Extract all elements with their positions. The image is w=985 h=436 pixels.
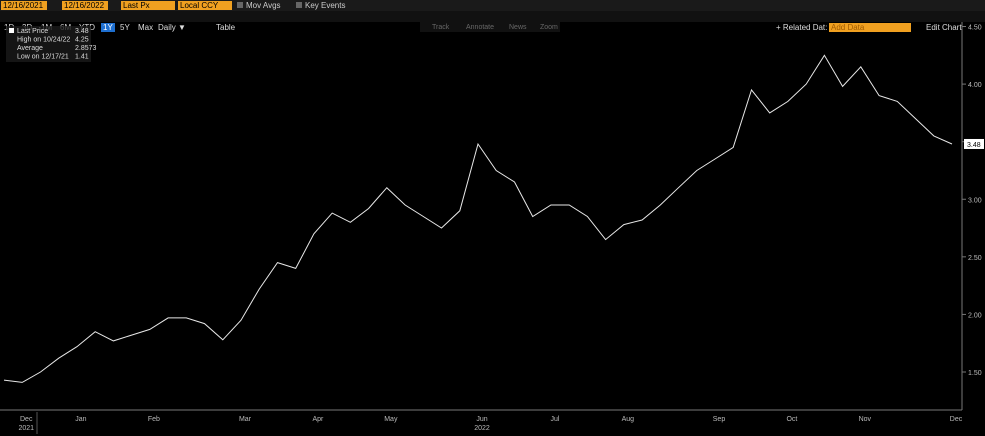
- legend-name: High on 10/24/22: [17, 37, 70, 44]
- last-value-box: [964, 138, 984, 149]
- year-label: 2021: [18, 425, 34, 432]
- legend-value: 1.41: [75, 54, 89, 61]
- key-events[interactable]: Key Events: [305, 1, 346, 10]
- x-tick-label: Jun: [476, 416, 487, 423]
- legend-name: Low on 12/17/21: [17, 54, 69, 61]
- field-select[interactable]: Last Px: [121, 1, 175, 10]
- legend-name: Last Price: [17, 28, 48, 35]
- mov-avgs[interactable]: Mov Avgs: [246, 1, 281, 10]
- edit-chart[interactable]: Edit Chart: [926, 23, 962, 32]
- table-button[interactable]: Table: [216, 23, 236, 32]
- x-tick-label: Jan: [75, 416, 86, 423]
- price-line: [3, 54, 953, 383]
- add-data[interactable]: Add Data: [829, 23, 911, 32]
- x-tick-label: Dec: [950, 416, 963, 423]
- legend-value: 3.48: [75, 28, 89, 35]
- range-button[interactable]: Max: [138, 23, 154, 32]
- x-tick-label: Nov: [859, 416, 872, 423]
- toolbar-ranges: Daily ▼ Table + Related Dat: Add Data Ed…: [0, 11, 985, 32]
- checkbox[interactable]: [296, 2, 302, 8]
- y-tick-label: 2.00: [968, 312, 982, 319]
- end-date[interactable]: 12/16/2022: [62, 1, 108, 10]
- related-data[interactable]: + Related Dat:: [776, 23, 828, 32]
- start-date[interactable]: 12/16/2021: [1, 1, 47, 10]
- x-tick-label: Mar: [239, 416, 252, 423]
- year-label: 2022: [474, 425, 490, 432]
- x-tick-label: Oct: [786, 416, 797, 423]
- currency-select[interactable]: Local CCY: [178, 1, 232, 10]
- legend: Last Price 3.48 High on 10/24/22 4.25 Averag…: [6, 26, 97, 62]
- y-tick-label: 2.50: [968, 255, 982, 262]
- legend-value: 2.8573: [75, 45, 97, 52]
- x-tick-label: Dec: [20, 416, 33, 423]
- x-tick-label: Apr: [312, 416, 324, 423]
- checkbox[interactable]: [237, 2, 243, 8]
- legend-name: Average: [17, 45, 43, 52]
- range-button[interactable]: 1Y: [101, 23, 115, 32]
- last-value-label: 3.48: [967, 142, 981, 149]
- legend-swatch: [9, 28, 14, 33]
- x-tick-label: Jul: [550, 416, 559, 423]
- legend-bg: [6, 26, 91, 62]
- x-tick-label: May: [384, 416, 398, 423]
- toolbar-top: 12/16/2021 12/16/2022 Last Px Local CCY …: [0, 0, 985, 11]
- y-tick-label: 4.00: [968, 82, 982, 89]
- y-tick-label: 1.50: [968, 370, 982, 377]
- x-tick-label: Sep: [713, 416, 726, 423]
- range-button[interactable]: 5Y: [120, 23, 130, 32]
- tools-bg: [420, 22, 560, 32]
- legend-value: 4.25: [75, 37, 89, 44]
- y-tick-label: 3.00: [968, 197, 982, 204]
- x-tick-label: Feb: [148, 416, 160, 423]
- period[interactable]: Daily ▼: [158, 23, 186, 32]
- x-tick-label: Aug: [622, 416, 635, 423]
- chart: TrackAnnotateNewsZoom1.502.002.503.003.5…: [0, 22, 984, 434]
- y-tick-label: 4.50: [968, 25, 982, 32]
